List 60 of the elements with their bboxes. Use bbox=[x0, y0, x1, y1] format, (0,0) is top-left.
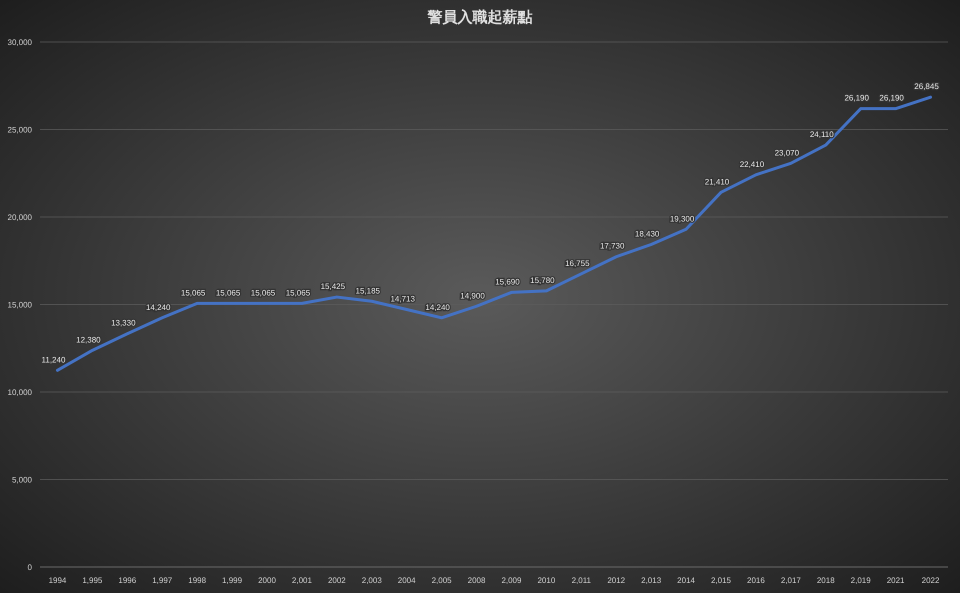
ytick: 15,000 bbox=[8, 300, 32, 310]
label: 15,425 bbox=[320, 282, 346, 292]
xtick: 1994 bbox=[48, 576, 66, 585]
label: 15,065 bbox=[180, 288, 206, 298]
xtick: 1,999 bbox=[222, 576, 242, 585]
label: 12,380 bbox=[76, 335, 101, 344]
label: 15,780 bbox=[530, 276, 555, 285]
xtick: 2010 bbox=[537, 576, 556, 585]
xtick: 2014 bbox=[677, 576, 695, 585]
xtick: 2004 bbox=[398, 576, 416, 585]
label: 19,300 bbox=[670, 214, 694, 224]
label: 15,065 bbox=[286, 288, 310, 298]
xtick: 2012 bbox=[607, 576, 626, 585]
ytick: 0 bbox=[28, 563, 32, 572]
ytick: 10,000 bbox=[8, 388, 32, 397]
label: 16,755 bbox=[565, 258, 590, 268]
label: 26,845 bbox=[914, 82, 939, 92]
ytick: 25,000 bbox=[8, 126, 32, 134]
label: 17,730 bbox=[600, 242, 624, 251]
label: 14,900 bbox=[460, 291, 485, 300]
xtick: 2016 bbox=[747, 576, 765, 585]
label: 15,065 bbox=[216, 288, 240, 298]
label: 14,240 bbox=[425, 302, 450, 312]
ytick: 30,000 bbox=[8, 38, 32, 47]
xtick: 2022 bbox=[922, 576, 940, 585]
ytick: 5,000 bbox=[12, 476, 32, 484]
label: 14,240 bbox=[146, 302, 170, 312]
label: 14,713 bbox=[390, 294, 415, 304]
xtick: 2,005 bbox=[432, 576, 452, 585]
label: 11,240 bbox=[42, 355, 66, 364]
xtick: 2,015 bbox=[710, 576, 732, 585]
xtick: 2018 bbox=[816, 576, 835, 585]
xtick: 2,009 bbox=[501, 576, 522, 585]
xtick: 2,001 bbox=[292, 576, 312, 585]
label: 21,410 bbox=[704, 177, 730, 186]
xtick: 1996 bbox=[118, 576, 136, 585]
xtick: 2002 bbox=[328, 576, 346, 585]
label: 22,410 bbox=[740, 160, 764, 169]
xtick: 2,017 bbox=[780, 576, 801, 585]
xtick: 2000 bbox=[258, 576, 276, 585]
label: 13,330 bbox=[111, 318, 136, 328]
ytick: 20,000 bbox=[8, 213, 32, 222]
label: 15,690 bbox=[495, 277, 520, 286]
xtick: 1,995 bbox=[82, 576, 102, 585]
xtick: 2021 bbox=[886, 576, 905, 585]
label: 15,065 bbox=[250, 288, 276, 298]
xtick: 2,011 bbox=[572, 576, 592, 585]
label: 26,190 bbox=[844, 94, 869, 103]
title: 警員入職起薪點 bbox=[428, 9, 532, 26]
xtick: 2008 bbox=[468, 576, 486, 585]
xtick: 2,019 bbox=[850, 576, 871, 585]
label: 18,430 bbox=[634, 229, 660, 238]
xtick: 2,003 bbox=[362, 576, 382, 585]
xtick: 2,013 bbox=[641, 576, 662, 585]
label: 24,110 bbox=[810, 130, 834, 140]
xtick: 1,997 bbox=[152, 576, 172, 585]
xtick: 1998 bbox=[188, 576, 206, 585]
label: 26,190 bbox=[879, 94, 904, 103]
label: 15,185 bbox=[356, 286, 380, 296]
label: 23,070 bbox=[774, 148, 800, 158]
